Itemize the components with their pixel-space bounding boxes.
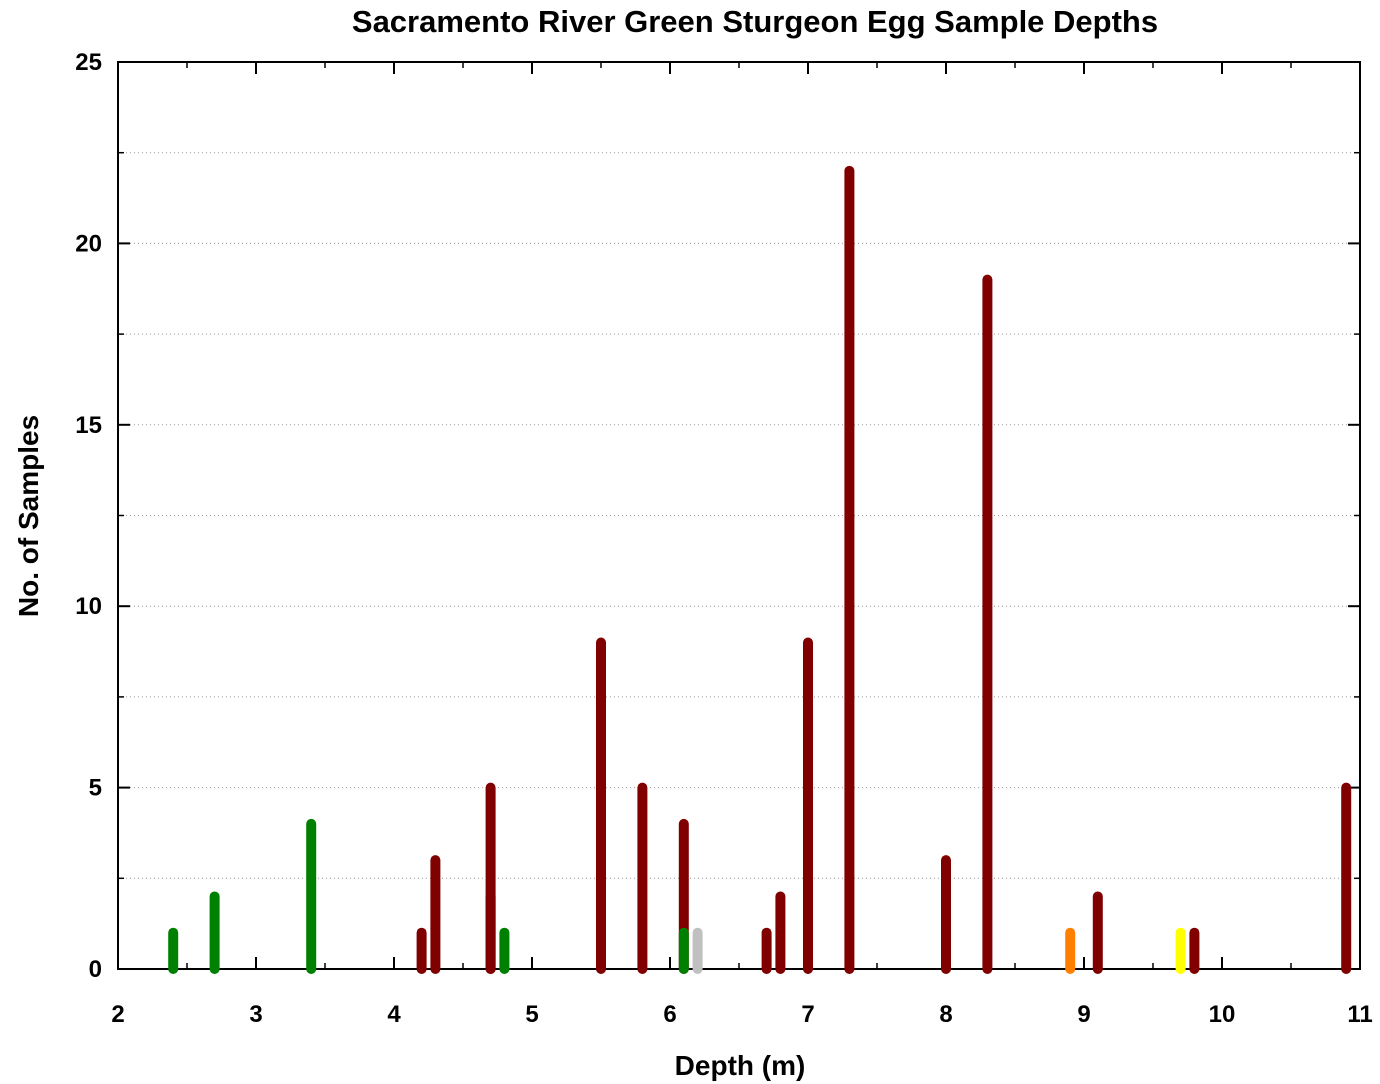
x-tick-label: 6 (663, 1001, 676, 1028)
x-axis-label: Depth (m) (675, 1050, 806, 1081)
y-tick-label: 10 (75, 593, 102, 620)
x-tick-label: 5 (525, 1001, 538, 1028)
y-tick-label: 0 (89, 956, 102, 983)
x-tick-label: 10 (1209, 1001, 1236, 1028)
y-tick-label: 15 (75, 412, 102, 439)
x-tick-label: 11 (1347, 1001, 1372, 1028)
x-tick-label: 2 (111, 1001, 124, 1028)
x-tick-label: 9 (1077, 1001, 1090, 1028)
y-tick-label: 20 (75, 230, 102, 257)
x-tick-label: 3 (249, 1001, 262, 1028)
chart-title: Sacramento River Green Sturgeon Egg Samp… (352, 4, 1158, 39)
plot-frame (117, 61, 1361, 970)
x-tick-label: 8 (939, 1001, 952, 1028)
y-tick-label: 25 (75, 49, 102, 76)
y-axis-label: No. of Samples (13, 415, 44, 617)
y-tick-label: 5 (89, 775, 102, 802)
x-tick-label: 7 (801, 1001, 814, 1028)
x-tick-label: 4 (387, 1001, 401, 1028)
